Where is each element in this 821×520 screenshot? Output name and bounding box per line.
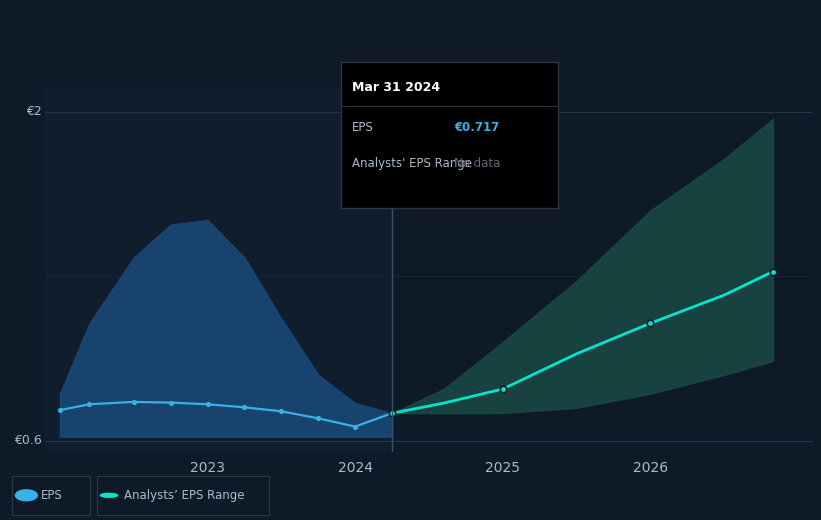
- Point: [201, 400, 214, 408]
- Point: [644, 319, 657, 328]
- Point: [312, 414, 325, 423]
- Text: €0.6: €0.6: [14, 434, 41, 447]
- Point: [349, 422, 362, 431]
- Point: [386, 409, 399, 418]
- Bar: [45, 88, 392, 452]
- Point: [83, 400, 96, 408]
- Point: [53, 406, 67, 414]
- Text: Analysts' EPS Range: Analysts' EPS Range: [351, 157, 471, 170]
- Circle shape: [100, 493, 117, 497]
- Text: €2: €2: [25, 106, 41, 119]
- Text: Analysts Forecasts: Analysts Forecasts: [398, 105, 515, 118]
- Text: Actual: Actual: [349, 105, 388, 118]
- Point: [386, 409, 399, 418]
- Text: EPS: EPS: [351, 121, 374, 134]
- Text: EPS: EPS: [40, 489, 62, 502]
- Point: [766, 267, 779, 276]
- Text: Mar 31 2024: Mar 31 2024: [351, 81, 440, 94]
- Point: [275, 407, 288, 415]
- Text: Analysts’ EPS Range: Analysts’ EPS Range: [125, 489, 245, 502]
- Point: [164, 398, 177, 407]
- Point: [127, 398, 140, 406]
- Point: [238, 403, 251, 411]
- Point: [496, 385, 509, 393]
- Circle shape: [16, 490, 37, 501]
- Text: No data: No data: [454, 157, 500, 170]
- Text: €0.717: €0.717: [454, 121, 499, 134]
